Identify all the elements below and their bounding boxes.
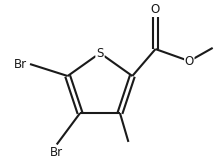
Text: Br: Br	[14, 58, 27, 71]
Text: O: O	[185, 55, 194, 68]
Text: Br: Br	[50, 146, 63, 159]
Text: O: O	[151, 3, 160, 16]
Text: S: S	[96, 46, 104, 60]
